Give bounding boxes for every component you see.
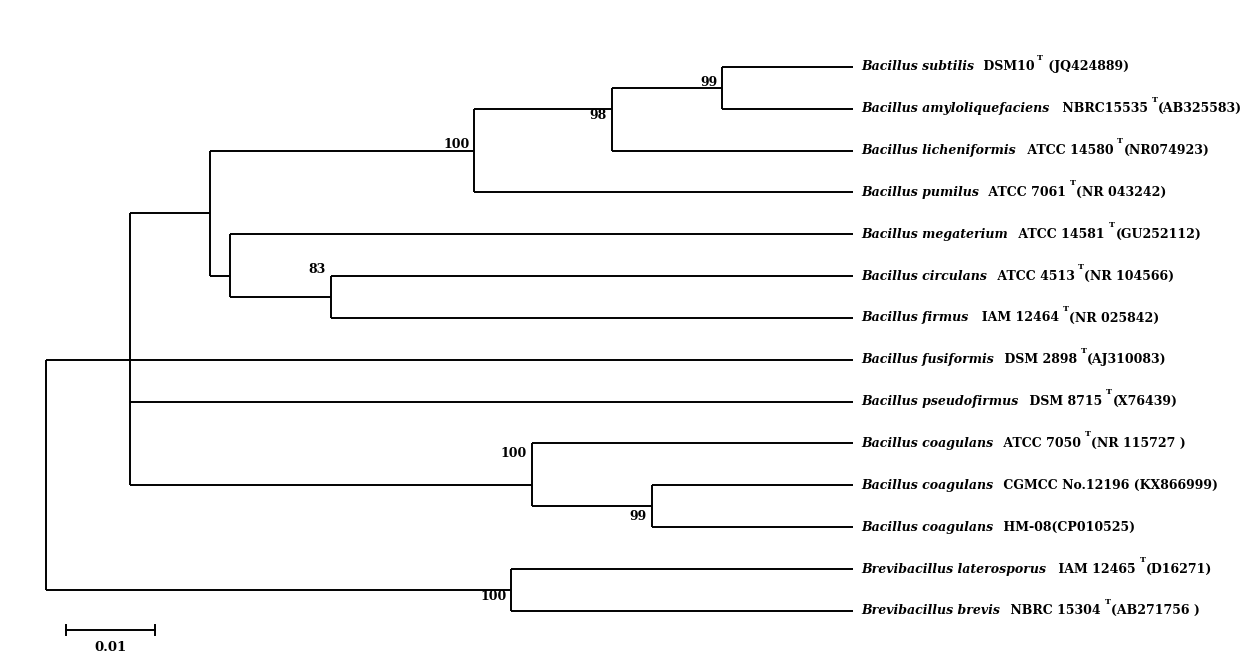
Text: T: T bbox=[1152, 96, 1158, 104]
Text: (NR 025842): (NR 025842) bbox=[1069, 311, 1159, 325]
Text: Bacillus fusiformis: Bacillus fusiformis bbox=[861, 354, 993, 366]
Text: CGMCC No.12196 (KX866999): CGMCC No.12196 (KX866999) bbox=[999, 479, 1218, 492]
Text: NBRC15535: NBRC15535 bbox=[1058, 102, 1148, 115]
Text: ATCC 7050: ATCC 7050 bbox=[999, 437, 1081, 450]
Text: T: T bbox=[1079, 263, 1084, 271]
Text: T: T bbox=[1110, 221, 1115, 229]
Text: T: T bbox=[1085, 430, 1091, 438]
Text: (JQ424889): (JQ424889) bbox=[1044, 60, 1128, 73]
Text: Bacillus pumilus: Bacillus pumilus bbox=[861, 186, 978, 199]
Text: T: T bbox=[1038, 54, 1043, 61]
Text: T: T bbox=[1070, 179, 1076, 187]
Text: 83: 83 bbox=[309, 263, 326, 276]
Text: Bacillus licheniformis: Bacillus licheniformis bbox=[861, 144, 1016, 157]
Text: Brevibacillus laterosporus: Brevibacillus laterosporus bbox=[861, 563, 1047, 576]
Text: Bacillus subtilis: Bacillus subtilis bbox=[861, 60, 975, 73]
Text: 99: 99 bbox=[630, 510, 647, 524]
Text: (NR074923): (NR074923) bbox=[1123, 144, 1209, 157]
Text: ATCC 14581: ATCC 14581 bbox=[1014, 228, 1105, 241]
Text: ATCC 4513: ATCC 4513 bbox=[993, 270, 1075, 283]
Text: HM-08(CP010525): HM-08(CP010525) bbox=[999, 521, 1136, 533]
Text: (NR 043242): (NR 043242) bbox=[1076, 186, 1167, 199]
Text: IAM 12465: IAM 12465 bbox=[1054, 563, 1136, 576]
Text: T: T bbox=[1063, 305, 1069, 313]
Text: Bacillus coagulans: Bacillus coagulans bbox=[861, 521, 993, 533]
Text: IAM 12464: IAM 12464 bbox=[973, 311, 1059, 325]
Text: Bacillus megaterium: Bacillus megaterium bbox=[861, 228, 1008, 241]
Text: T: T bbox=[1106, 389, 1112, 397]
Text: DSM 8715: DSM 8715 bbox=[1025, 395, 1102, 408]
Text: Bacillus coagulans: Bacillus coagulans bbox=[861, 437, 993, 450]
Text: Bacillus coagulans: Bacillus coagulans bbox=[861, 479, 993, 492]
Text: T: T bbox=[1117, 137, 1123, 145]
Text: NBRC 15304: NBRC 15304 bbox=[1006, 604, 1101, 617]
Text: Bacillus firmus: Bacillus firmus bbox=[861, 311, 968, 325]
Text: 100: 100 bbox=[500, 447, 527, 461]
Text: (AJ310083): (AJ310083) bbox=[1086, 354, 1167, 366]
Text: Bacillus amyloliquefaciens: Bacillus amyloliquefaciens bbox=[861, 102, 1049, 115]
Text: DSM 2898: DSM 2898 bbox=[999, 354, 1078, 366]
Text: (X76439): (X76439) bbox=[1112, 395, 1178, 408]
Text: 0.01: 0.01 bbox=[94, 641, 126, 654]
Text: (GU252112): (GU252112) bbox=[1116, 228, 1202, 241]
Text: (NR 115727 ): (NR 115727 ) bbox=[1091, 437, 1185, 450]
Text: (AB271756 ): (AB271756 ) bbox=[1111, 604, 1200, 617]
Text: 98: 98 bbox=[590, 108, 606, 122]
Text: 100: 100 bbox=[480, 590, 506, 603]
Text: Bacillus circulans: Bacillus circulans bbox=[861, 270, 987, 283]
Text: ATCC 14580: ATCC 14580 bbox=[1023, 144, 1114, 157]
Text: (AB325583): (AB325583) bbox=[1158, 102, 1240, 115]
Text: Bacillus pseudofirmus: Bacillus pseudofirmus bbox=[861, 395, 1018, 408]
Text: ATCC 7061: ATCC 7061 bbox=[985, 186, 1066, 199]
Text: (D16271): (D16271) bbox=[1146, 563, 1213, 576]
Text: 99: 99 bbox=[701, 76, 718, 89]
Text: T: T bbox=[1080, 346, 1086, 354]
Text: (NR 104566): (NR 104566) bbox=[1085, 270, 1174, 283]
Text: 100: 100 bbox=[443, 138, 469, 151]
Text: DSM10: DSM10 bbox=[980, 60, 1035, 73]
Text: Brevibacillus brevis: Brevibacillus brevis bbox=[861, 604, 999, 617]
Text: T: T bbox=[1140, 556, 1146, 564]
Text: T: T bbox=[1105, 598, 1111, 605]
